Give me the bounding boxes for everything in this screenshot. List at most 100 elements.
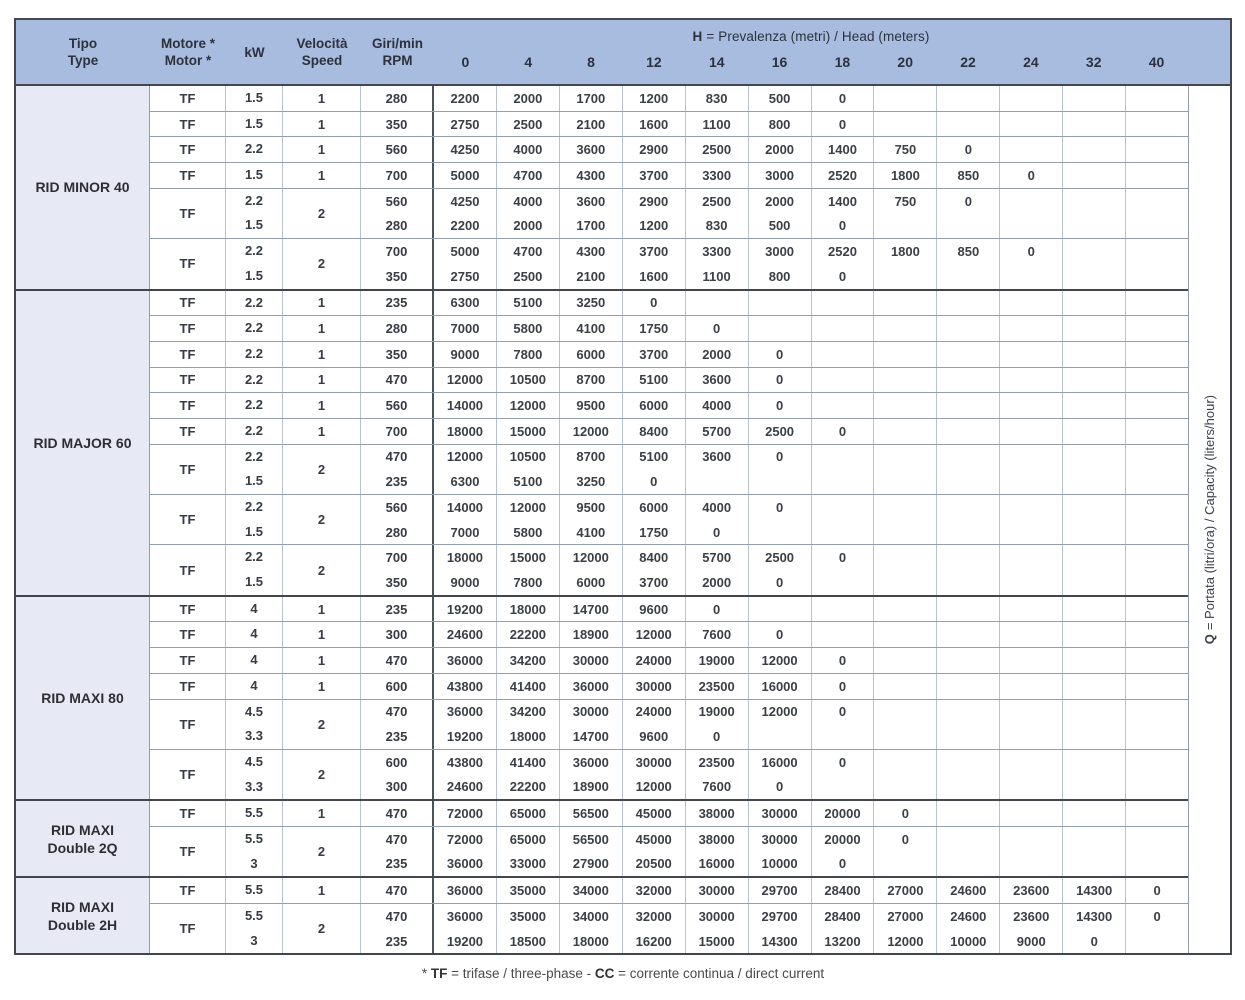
motor-block: TF 2.2 1 700 18000 15000 12000 8400 5700 2500 0 (150, 418, 1188, 445)
kw-value: 1.5 (244, 267, 264, 283)
capacity-cell: 5000 (434, 239, 497, 264)
table-header: Tipo Type Motore * Motor * kW Velocità S… (16, 20, 1230, 86)
kw-value: 4.5 (244, 753, 264, 769)
rpm-cell: 280 (361, 86, 434, 111)
capacity-cell: 2520 (812, 239, 875, 264)
motor-block: TF 2.2 1 280 7000 5800 4100 1750 0 (150, 316, 1188, 342)
capacity-cell (1126, 291, 1188, 316)
capacity-cell (937, 495, 1001, 520)
capacity-cell (1063, 545, 1127, 571)
kw-value: 5.5 (244, 908, 264, 923)
motor-block: TF 4.5 3.3 2 600 43800 41400 36000 30000 23500 160… (150, 749, 1188, 800)
capacity-cell: 6000 (560, 570, 623, 595)
capacity-cell: 14700 (560, 724, 623, 749)
capacity-cell (1000, 188, 1064, 214)
capacity-cell (937, 393, 1001, 418)
capacity-cell: 18000 (497, 724, 560, 749)
capacity-cell (1063, 801, 1127, 826)
capacity-cell: 32000 (623, 878, 686, 903)
capacity-cell (1000, 86, 1064, 111)
capacity-cell: 35000 (497, 904, 560, 929)
capacity-cell (1000, 699, 1064, 725)
capacity-cell (1063, 774, 1127, 800)
kw-cell: 2.2 (226, 341, 283, 367)
capacity-cell: 18000 (560, 928, 623, 954)
capacity-cell: 38000 (686, 801, 749, 826)
capacity-cell: 27000 (874, 878, 938, 903)
table-row: 235 19200 18500 18000 16200 15000 14300 13200 12… (361, 928, 1188, 954)
capacity-cell: 29700 (749, 904, 812, 929)
speed-cell: 2 (283, 545, 361, 595)
footnote-cc: CC (594, 966, 615, 981)
capacity-cell (1126, 368, 1188, 393)
capacity-cell (1063, 239, 1127, 264)
capacity-cell: 14000 (434, 495, 497, 520)
kw-cell: 4 (226, 622, 283, 648)
capacity-cell: 36000 (434, 878, 497, 903)
capacity-cell (937, 826, 1001, 852)
kw-cell: 1.5 (226, 86, 283, 111)
col-header-kw: kW (226, 20, 283, 84)
capacity-cell (812, 367, 875, 393)
speed-rows: 700 5000 4700 4300 3700 3300 3000 2520 1800 850 0 3… (361, 239, 1188, 289)
capacity-cell (1000, 749, 1064, 775)
capacity-cell: 2500 (749, 418, 812, 444)
speed-rows: 700 18000 15000 12000 8400 5700 2500 0 350 9000 78… (361, 545, 1188, 595)
capacity-cell: 1400 (812, 188, 875, 214)
capacity-cell (937, 418, 1001, 444)
capacity-cell: 5800 (497, 316, 560, 341)
capacity-cell: 27900 (560, 851, 623, 877)
capacity-cell: 800 (749, 111, 812, 137)
kw-value: 3 (250, 855, 258, 871)
capacity-cell (937, 570, 1001, 595)
capacity-cell (937, 316, 1001, 341)
capacity-cell: 72000 (434, 826, 497, 852)
table-row: 235 6300 5100 3250 0 (361, 290, 1188, 316)
speed-rows: 560 4250 4000 3600 2900 2500 2000 1400 750 0 280 22… (361, 188, 1188, 239)
capacity-cell: 16200 (623, 928, 686, 954)
speed-rows: 600 43800 41400 36000 30000 23500 16000 0 (361, 673, 1188, 699)
capacity-cell: 5000 (434, 163, 497, 188)
kw-cell: 4 (226, 596, 283, 622)
capacity-cell: 19200 (434, 596, 497, 622)
table-row: 350 9000 7800 6000 3700 2000 0 (361, 341, 1188, 367)
capacity-cell (1063, 316, 1127, 341)
table-row: 600 43800 41400 36000 30000 23500 16000 0 (361, 749, 1188, 775)
capacity-cell: 0 (749, 622, 812, 648)
product-group: RID MAXI 80 TF 4 1 235 19200 18000 14700 9600 0 TF… (16, 596, 1188, 802)
capacity-cell (874, 673, 938, 699)
capacity-cell: 0 (1000, 239, 1064, 264)
capacity-cell: 28400 (812, 904, 875, 929)
capacity-cell: 7600 (686, 774, 749, 800)
capacity-cell (1126, 852, 1188, 877)
capacity-cell: 0 (686, 316, 749, 341)
motor-block: TF 4 1 470 36000 34200 30000 24000 19000 12000 0 (150, 648, 1188, 674)
capacity-cell (1000, 673, 1064, 699)
capacity-cell: 36000 (560, 673, 623, 699)
capacity-cell (1126, 137, 1188, 162)
capacity-cell (812, 622, 875, 648)
capacity-cell: 30000 (749, 826, 812, 852)
capacity-cell (1000, 316, 1064, 341)
capacity-cell: 4700 (497, 239, 560, 264)
head-col-22: 22 (960, 54, 976, 70)
product-name-line: Double 2Q (47, 839, 118, 856)
kw-value: 2.2 (244, 448, 264, 464)
capacity-cell: 24600 (937, 878, 1001, 903)
motor-cell: TF (150, 648, 226, 673)
capacity-cell: 1200 (623, 86, 686, 111)
capacity-cell: 7800 (497, 570, 560, 595)
col-header-rpm: Giri/min RPM (361, 20, 434, 84)
capacity-cell: 1600 (623, 111, 686, 137)
capacity-cell: 0 (874, 801, 938, 826)
speed-cell: 1 (283, 596, 361, 622)
capacity-cell (1000, 444, 1064, 470)
capacity-cell: 36000 (434, 851, 497, 877)
capacity-cell (937, 774, 1001, 800)
capacity-cell: 3700 (623, 341, 686, 367)
rpm-cell: 235 (361, 290, 434, 316)
capacity-cell: 18900 (560, 622, 623, 648)
capacity-cell (1063, 724, 1127, 749)
capacity-cell (874, 263, 938, 289)
